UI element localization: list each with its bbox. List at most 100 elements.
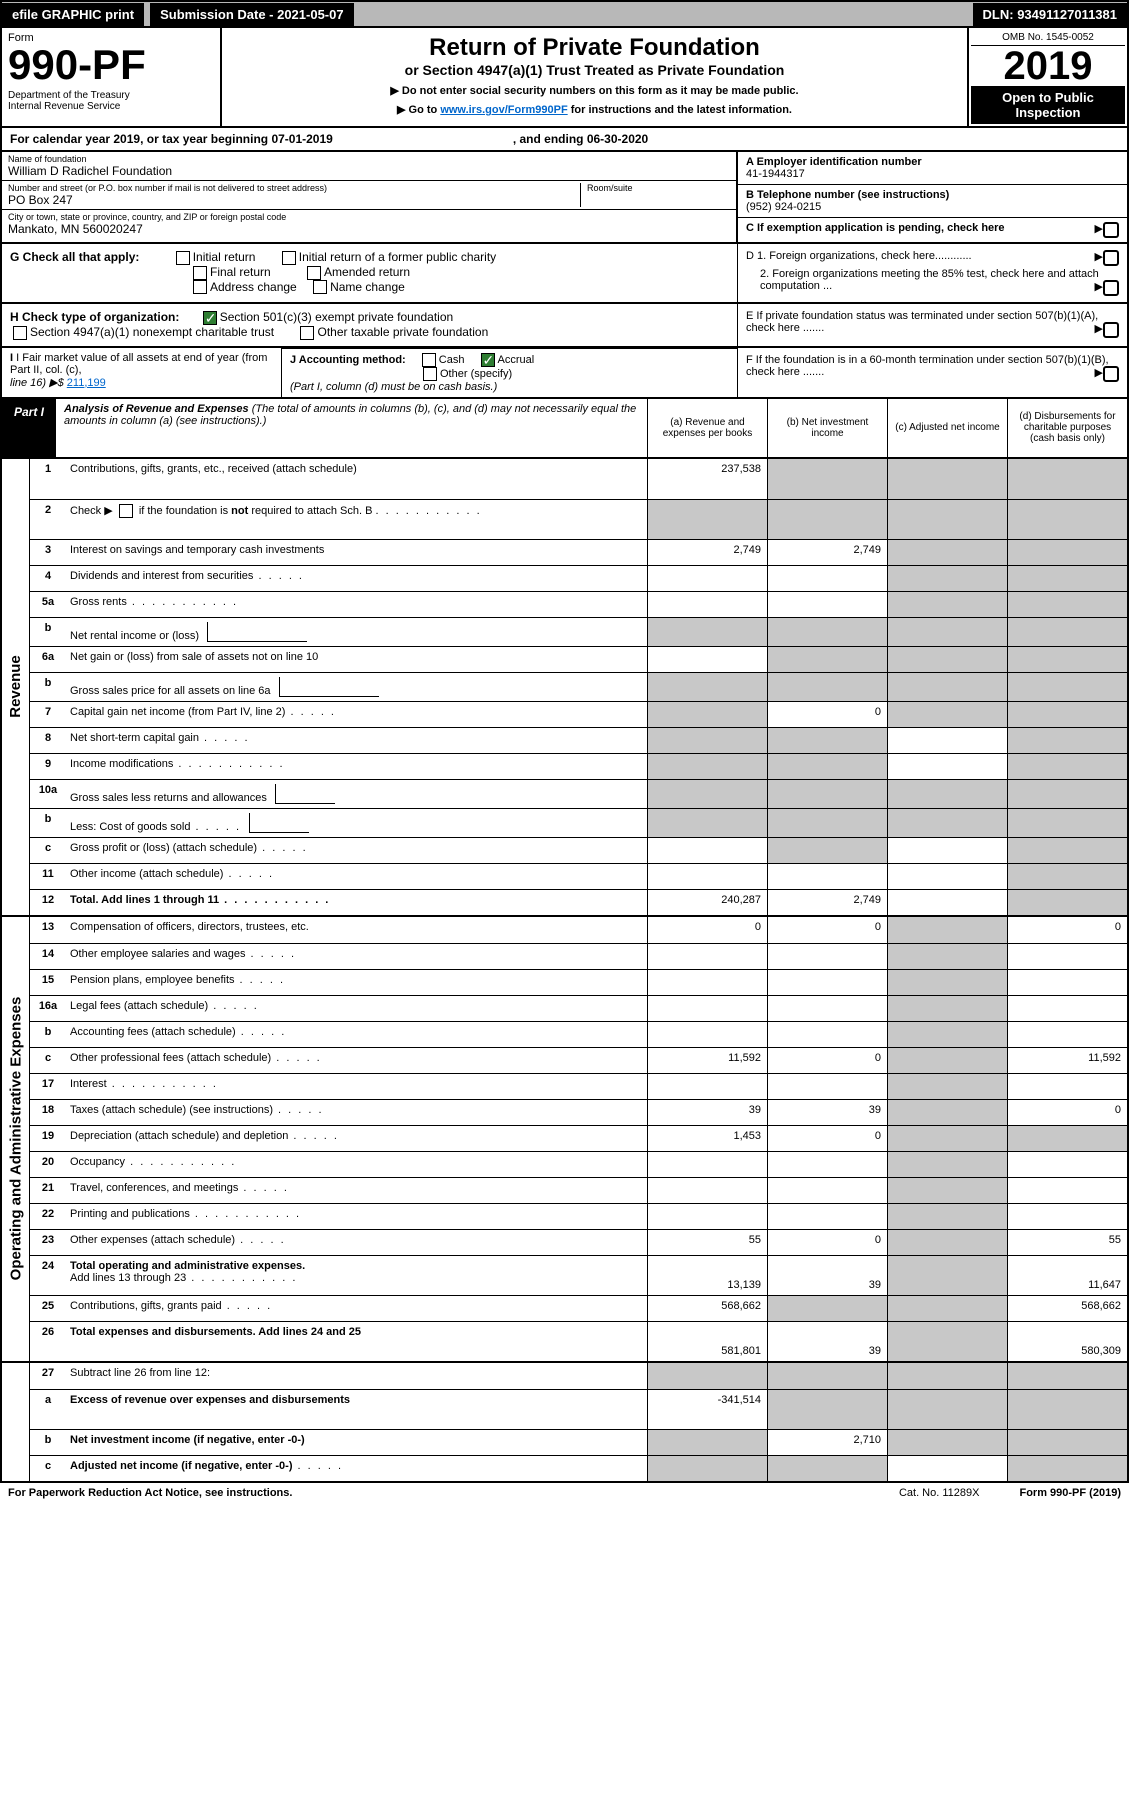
e-checkbox[interactable] — [1103, 322, 1119, 338]
name-label: Name of foundation — [8, 154, 730, 164]
g-final-return[interactable] — [193, 266, 207, 280]
col-c-head: (c) Adjusted net income — [887, 399, 1007, 457]
row-2: 2 Check ▶ if the foundation is not requi… — [30, 499, 1127, 539]
addr-label: Number and street (or P.O. box number if… — [8, 183, 580, 193]
ijf-row: I I Fair market value of all assets at e… — [0, 348, 1129, 399]
dept-text: Department of the Treasury Internal Reve… — [8, 90, 214, 112]
d1-checkbox[interactable] — [1103, 250, 1119, 266]
i-label: I Fair market value of all assets at end… — [10, 352, 267, 376]
revenue-side-label: Revenue — [2, 459, 30, 915]
expenses-body: 13 Compensation of officers, directors, … — [30, 917, 1127, 1361]
dln: DLN: 93491127011381 — [973, 3, 1127, 26]
part1-desc: Analysis of Revenue and Expenses (The to… — [56, 399, 647, 457]
phone-value: (952) 924-0215 — [746, 201, 1119, 213]
j-cash[interactable] — [422, 353, 436, 367]
h-label: H Check type of organization: — [10, 310, 179, 324]
h-501c3[interactable] — [203, 311, 217, 325]
line27-body: 27 Subtract line 26 from line 12: a Exce… — [30, 1363, 1127, 1481]
j-note: (Part I, column (d) must be on cash basi… — [290, 381, 497, 393]
j-label: J Accounting method: — [290, 354, 406, 366]
addr-value: PO Box 247 — [8, 193, 580, 207]
j-block: J Accounting method: Cash Accrual Other … — [282, 348, 737, 397]
row-5a: 5a Gross rents — [30, 591, 1127, 617]
j-accrual[interactable] — [481, 353, 495, 367]
irs-link[interactable]: www.irs.gov/Form990PF — [440, 104, 567, 116]
h-block: H Check type of organization: Section 50… — [2, 304, 737, 346]
part1-header: Part I Analysis of Revenue and Expenses … — [0, 399, 1129, 459]
g-initial-former[interactable] — [282, 251, 296, 265]
j-other[interactable] — [423, 367, 437, 381]
ein-cell: A Employer identification number 41-1944… — [738, 152, 1127, 185]
row-16c: c Other professional fees (attach schedu… — [30, 1047, 1127, 1073]
calendar-year-row: For calendar year 2019, or tax year begi… — [0, 128, 1129, 152]
form-number: 990-PF — [8, 44, 214, 86]
name-block: Name of foundation William D Radichel Fo… — [2, 152, 737, 242]
row-19: 19 Depreciation (attach schedule) and de… — [30, 1125, 1127, 1151]
i-value: 211,199 — [67, 377, 106, 389]
row-12: 12 Total. Add lines 1 through 11 240,287… — [30, 889, 1127, 915]
row-1: 1 Contributions, gifts, grants, etc., re… — [30, 459, 1127, 499]
row-16a: 16a Legal fees (attach schedule) — [30, 995, 1127, 1021]
footer-cat: Cat. No. 11289X — [899, 1487, 980, 1499]
d2-checkbox[interactable] — [1103, 280, 1119, 296]
row-24: 24 Total operating and administrative ex… — [30, 1255, 1127, 1295]
line27-spacer — [2, 1363, 30, 1481]
row-23: 23 Other expenses (attach schedule) 5505… — [30, 1229, 1127, 1255]
line27-section: 27 Subtract line 26 from line 12: a Exce… — [0, 1363, 1129, 1483]
row-3: 3 Interest on savings and temporary cash… — [30, 539, 1127, 565]
row-9: 9 Income modifications — [30, 753, 1127, 779]
entity-right: A Employer identification number 41-1944… — [737, 152, 1127, 242]
col-a-head: (a) Revenue and expenses per books — [647, 399, 767, 457]
row-16b: b Accounting fees (attach schedule) — [30, 1021, 1127, 1047]
i-block: I I Fair market value of all assets at e… — [2, 348, 282, 397]
row-5b: b Net rental income or (loss) — [30, 617, 1127, 646]
col-d-head: (d) Disbursements for charitable purpose… — [1007, 399, 1127, 457]
h-4947[interactable] — [13, 326, 27, 340]
expenses-section: Operating and Administrative Expenses 13… — [0, 917, 1129, 1363]
form-year-block: OMB No. 1545-0052 2019 Open to Public In… — [967, 28, 1127, 126]
g-initial-return[interactable] — [176, 251, 190, 265]
h-e-row: H Check type of organization: Section 50… — [0, 304, 1129, 348]
f-checkbox[interactable] — [1103, 366, 1119, 382]
row-6a: 6a Net gain or (loss) from sale of asset… — [30, 646, 1127, 672]
expenses-side-label: Operating and Administrative Expenses — [2, 917, 30, 1361]
row-27c: c Adjusted net income (if negative, ente… — [30, 1455, 1127, 1481]
i-line: line 16) ▶$ — [10, 377, 64, 389]
h-other-taxable[interactable] — [300, 326, 314, 340]
f-block: F If the foundation is in a 60-month ter… — [737, 348, 1127, 397]
row-20: 20 Occupancy — [30, 1151, 1127, 1177]
entity-left: Name of foundation William D Radichel Fo… — [2, 152, 737, 242]
city-value: Mankato, MN 560020247 — [8, 222, 730, 236]
c-checkbox[interactable] — [1103, 222, 1119, 238]
g-amended[interactable] — [307, 266, 321, 280]
instr-1: ▶ Do not enter social security numbers o… — [232, 84, 957, 97]
foundation-name: William D Radichel Foundation — [8, 164, 730, 178]
instr-2-pre: ▶ Go to — [397, 104, 440, 116]
row-8: 8 Net short-term capital gain — [30, 727, 1127, 753]
efile-label: efile GRAPHIC print — [2, 3, 144, 26]
row-26: 26 Total expenses and disbursements. Add… — [30, 1321, 1127, 1361]
room-label: Room/suite — [587, 183, 730, 193]
form-header: Form 990-PF Department of the Treasury I… — [0, 28, 1129, 128]
e-block: E If private foundation status was termi… — [737, 304, 1127, 346]
exemption-cell: C If exemption application is pending, c… — [738, 218, 1127, 242]
g-block: G Check all that apply: Initial return I… — [2, 244, 737, 302]
d2-label: 2. Foreign organizations meeting the 85%… — [760, 268, 1099, 292]
row-7: 7 Capital gain net income (from Part IV,… — [30, 701, 1127, 727]
row-10c: c Gross profit or (loss) (attach schedul… — [30, 837, 1127, 863]
schb-checkbox[interactable] — [119, 504, 133, 518]
footer-form: Form 990-PF (2019) — [1019, 1487, 1121, 1499]
row-10a: 10a Gross sales less returns and allowan… — [30, 779, 1127, 808]
row-15: 15 Pension plans, employee benefits — [30, 969, 1127, 995]
revenue-body: 1 Contributions, gifts, grants, etc., re… — [30, 459, 1127, 915]
row-6b: b Gross sales price for all assets on li… — [30, 672, 1127, 701]
e-label: E If private foundation status was termi… — [746, 310, 1098, 334]
row-22: 22 Printing and publications — [30, 1203, 1127, 1229]
g-name-change[interactable] — [313, 280, 327, 294]
row-27: 27 Subtract line 26 from line 12: — [30, 1363, 1127, 1389]
calendar-text: For calendar year 2019, or tax year begi… — [10, 132, 333, 146]
row-4: 4 Dividends and interest from securities — [30, 565, 1127, 591]
revenue-section: Revenue 1 Contributions, gifts, grants, … — [0, 459, 1129, 917]
g-address-change[interactable] — [193, 280, 207, 294]
row-13: 13 Compensation of officers, directors, … — [30, 917, 1127, 943]
